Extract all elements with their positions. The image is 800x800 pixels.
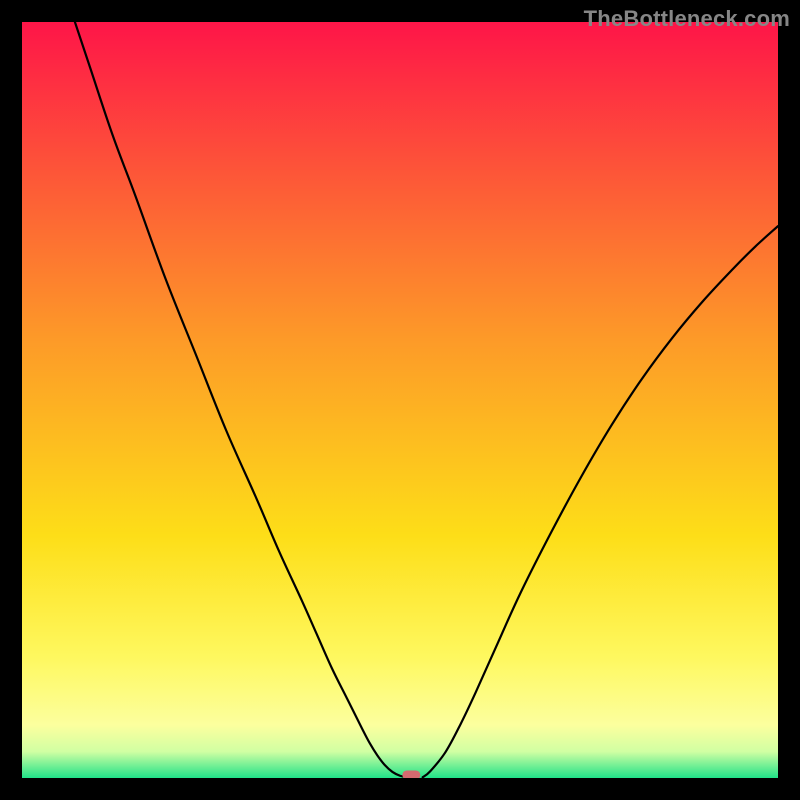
chart-background xyxy=(22,22,778,778)
chart-container xyxy=(22,22,778,778)
minimum-marker-pill xyxy=(402,770,420,778)
watermark-text: TheBottleneck.com xyxy=(584,6,790,32)
minimum-marker xyxy=(402,770,420,778)
bottleneck-chart xyxy=(22,22,778,778)
